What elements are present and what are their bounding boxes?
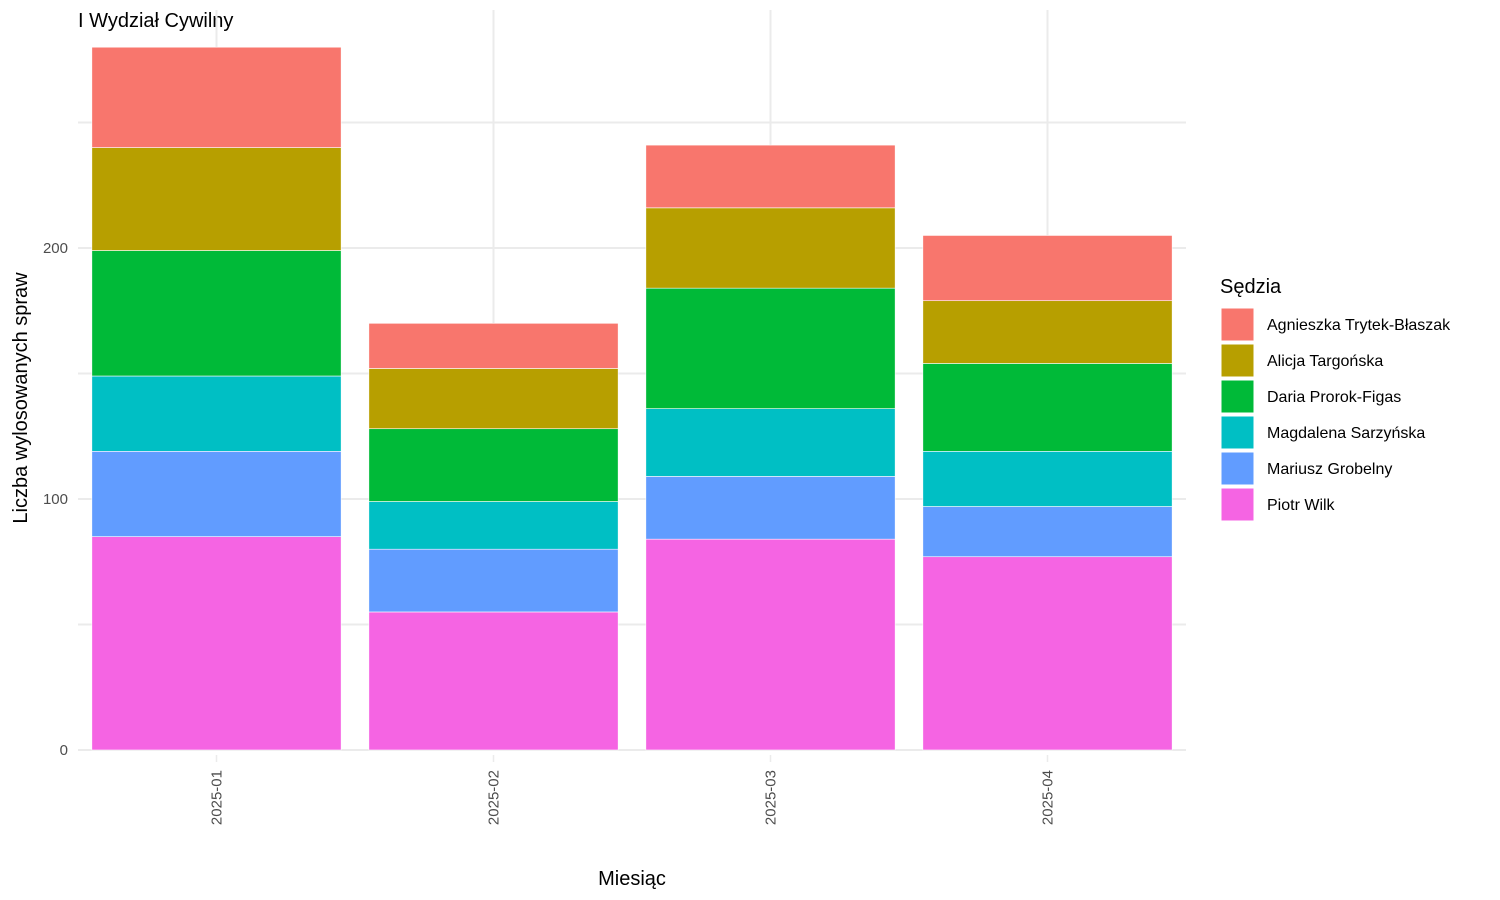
x-tick-label: 2025-04 xyxy=(1040,770,1057,825)
legend-title: Sędzia xyxy=(1220,276,1282,298)
bar-segment xyxy=(922,556,1173,751)
legend-swatch xyxy=(1220,487,1255,522)
bar-segment xyxy=(645,207,896,289)
x-tick-label: 2025-03 xyxy=(763,770,780,825)
legend-label: Mariusz Grobelny xyxy=(1267,461,1392,478)
bar-segment xyxy=(91,536,342,751)
bar-segment xyxy=(91,46,342,148)
bar-segment xyxy=(645,144,896,209)
bar-segment xyxy=(645,476,896,540)
bars xyxy=(91,46,1173,751)
bar-segment xyxy=(368,501,619,550)
x-axis-title: Miesiąc xyxy=(598,868,666,890)
y-tick-label: 0 xyxy=(60,742,68,759)
legend-swatch xyxy=(1220,451,1255,486)
bar-segment xyxy=(645,538,896,751)
bar-segment xyxy=(368,611,619,751)
bar-segment xyxy=(91,250,342,377)
x-tick-label: 2025-01 xyxy=(209,770,226,825)
y-axis-title: Liczba wylosowanych spraw xyxy=(10,272,32,524)
legend-label: Piotr Wilk xyxy=(1267,497,1336,514)
legend-swatch xyxy=(1220,307,1255,342)
legend-swatch xyxy=(1220,379,1255,414)
x-axis: 2025-01 2025-02 2025-03 2025-04 xyxy=(209,755,1057,825)
bar-segment xyxy=(368,428,619,502)
bar-segment xyxy=(922,235,1173,302)
bar-segment xyxy=(645,287,896,409)
bar-segment xyxy=(645,408,896,477)
legend-label: Magdalena Sarzyńska xyxy=(1267,425,1425,442)
bar-segment xyxy=(922,451,1173,507)
legend-swatch xyxy=(1220,415,1255,450)
legend: Sędzia Agnieszka Trytek-Błaszak Alicja Ta… xyxy=(1220,276,1451,522)
y-tick-label: 200 xyxy=(43,240,68,257)
y-axis: 0 100 200 xyxy=(43,240,68,759)
legend-label: Agnieszka Trytek-Błaszak xyxy=(1267,317,1451,334)
bar-segment xyxy=(922,300,1173,364)
y-tick-label: 100 xyxy=(43,491,68,508)
x-tick-label: 2025-02 xyxy=(486,770,503,825)
bar-segment xyxy=(368,368,619,430)
chart-title: I Wydział Cywilny xyxy=(78,10,233,32)
legend-swatch xyxy=(1220,343,1255,378)
bar-segment xyxy=(922,506,1173,558)
legend-label: Daria Prorok-Figas xyxy=(1267,389,1401,406)
bar-segment xyxy=(91,375,342,452)
legend-label: Alicja Targońska xyxy=(1267,353,1383,370)
bar-segment xyxy=(922,363,1173,452)
bar-segment xyxy=(368,322,619,369)
bar-segment xyxy=(368,548,619,613)
bar-segment xyxy=(91,451,342,537)
bar-segment xyxy=(91,147,342,251)
